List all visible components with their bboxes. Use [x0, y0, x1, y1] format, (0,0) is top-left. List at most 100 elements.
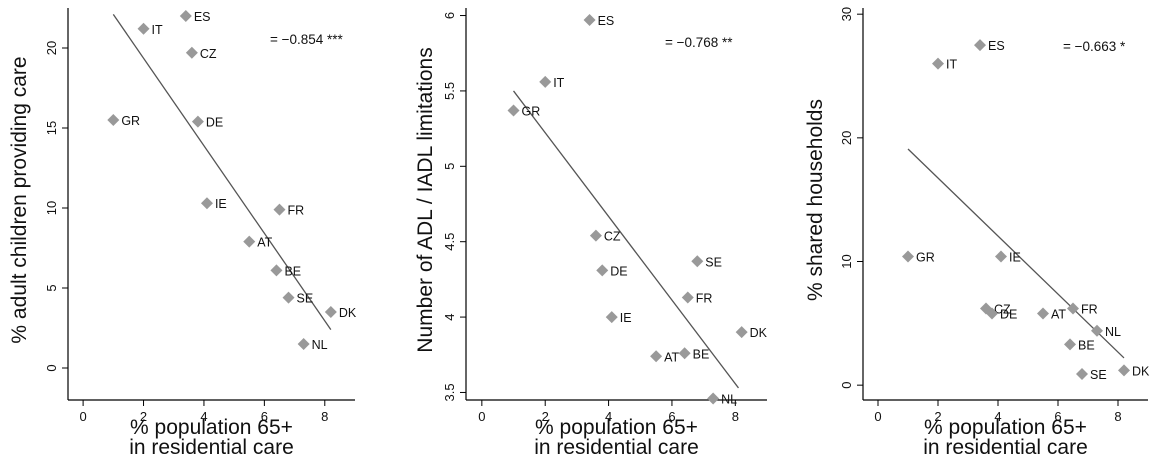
point-label-at: AT — [664, 350, 679, 364]
point-label-fr: FR — [696, 291, 713, 305]
point-label-gr: GR — [522, 105, 541, 119]
y-tick-label: 5.5 — [442, 82, 457, 100]
data-point-es — [179, 10, 192, 22]
data-point-de — [596, 264, 609, 277]
panel-adult-children-care: 0 2 4 6 8 0 5 10 15 20 ES IT CZ GR DE IE FR AT BE SE DK NL = −… — [8, 8, 357, 457]
data-point-ie — [200, 197, 213, 210]
point-label-cz: CZ — [200, 47, 217, 61]
x-tick-label: 8 — [321, 409, 328, 424]
point-label-it: IT — [946, 58, 957, 72]
x-tick-label: 2 — [140, 409, 147, 424]
y-tick-label: 20 — [44, 41, 59, 55]
data-point-be — [1064, 338, 1076, 351]
data-point-fr — [273, 203, 286, 216]
x-tick-label: 0 — [79, 409, 86, 424]
x-tick-label: 0 — [478, 409, 485, 424]
data-point-se — [282, 291, 295, 304]
x-tick-label: 4 — [994, 409, 1001, 424]
point-label-dk: DK — [750, 326, 768, 340]
point-label-se: SE — [705, 255, 722, 269]
point-label-es: ES — [194, 10, 211, 24]
point-label-dk: DK — [339, 306, 357, 320]
y-axis-title: % shared households — [804, 99, 827, 301]
y-tick-label: 30 — [839, 7, 854, 21]
point-label-fr: FR — [1081, 302, 1098, 316]
y-tick-label: 4.5 — [442, 233, 457, 251]
point-label-nl: NL — [1105, 325, 1121, 339]
data-point-at — [650, 350, 663, 363]
data-point-it — [932, 57, 944, 70]
data-point-fr — [681, 291, 694, 304]
x-axis-title-line-1: % population 65+ — [535, 416, 698, 439]
data-point-fr — [1067, 302, 1079, 315]
data-point-es — [583, 14, 596, 27]
point-label-se: SE — [1090, 368, 1107, 382]
panel-shared-households: 0 2 4 6 8 0 10 20 30 ES IT GR IE CZ FR DE AT NL BE DK SE = −0… — [804, 7, 1150, 457]
data-point-se — [1076, 368, 1088, 381]
correlation-annotation: = −0.663 * — [1063, 39, 1126, 54]
data-point-at — [243, 235, 256, 248]
data-point-be — [270, 264, 283, 277]
y-tick-label: 3.5 — [442, 383, 457, 401]
point-label-be: BE — [693, 347, 710, 361]
data-point-cz — [185, 46, 198, 59]
y-axis-title: % adult children providing care — [8, 56, 31, 343]
data-point-es — [974, 39, 986, 52]
y-tick-label: 5 — [442, 163, 457, 170]
data-point-it — [137, 22, 150, 35]
point-label-de: DE — [610, 264, 627, 278]
x-tick-label: 4 — [605, 409, 612, 424]
y-tick-label: 10 — [839, 254, 854, 268]
point-label-dk: DK — [1132, 364, 1150, 378]
point-label-de: DE — [206, 116, 223, 130]
data-point-nl — [707, 392, 720, 405]
x-tick-label: 8 — [1114, 409, 1121, 424]
data-point-nl — [297, 338, 310, 350]
point-label-ie: IE — [1009, 251, 1021, 265]
point-label-it: IT — [553, 76, 564, 90]
data-point-gr — [107, 114, 120, 126]
data-point-gr — [507, 104, 520, 117]
data-point-se — [691, 255, 704, 268]
x-axis-title-line-1: % population 65+ — [924, 416, 1087, 439]
data-point-de — [986, 307, 998, 320]
y-axis-title: Number of ADL / IADL limitations — [414, 47, 437, 352]
x-tick-label: 6 — [668, 409, 675, 424]
data-point-de — [191, 115, 204, 128]
point-label-ie: IE — [215, 197, 227, 211]
point-label-de: DE — [1000, 307, 1017, 321]
data-point-gr — [902, 250, 914, 263]
point-label-be: BE — [1078, 338, 1095, 352]
point-label-nl: NL — [721, 392, 737, 406]
data-point-it — [539, 75, 552, 88]
y-tick-label: 10 — [44, 201, 59, 215]
point-label-fr: FR — [287, 204, 304, 218]
point-label-cz: CZ — [994, 302, 1011, 316]
correlation-annotation: = −0.768 ** — [665, 35, 733, 50]
x-axis-title-line-2: in residential care — [129, 436, 294, 457]
data-point-nl — [1091, 324, 1103, 337]
x-tick-label: 8 — [732, 409, 739, 424]
data-point-cz — [589, 229, 602, 242]
x-tick-label: 0 — [874, 409, 881, 424]
data-point-dk — [1118, 364, 1130, 377]
regression-line — [112, 14, 332, 330]
data-point-be — [678, 347, 691, 360]
point-label-nl: NL — [312, 338, 328, 352]
point-label-it: IT — [152, 23, 163, 37]
y-tick-label: 6 — [442, 12, 457, 19]
data-point-ie — [995, 250, 1007, 263]
point-label-be: BE — [284, 264, 301, 278]
point-label-at: AT — [1051, 307, 1066, 321]
x-axis-title-line-2: in residential care — [534, 436, 699, 457]
x-tick-label: 4 — [200, 409, 207, 424]
x-tick-label: 2 — [542, 409, 549, 424]
panel-adl-iadl-limitations: 0 2 4 6 8 3.5 4 4.5 5 5.5 6 ES IT GR CZ SE DE FR IE DK BE AT N… — [414, 8, 768, 457]
x-tick-label: 6 — [1054, 409, 1061, 424]
data-point-ie — [605, 311, 618, 324]
y-tick-label: 4 — [442, 313, 457, 320]
x-axis-title-line-1: % population 65+ — [130, 416, 293, 439]
x-tick-label: 2 — [934, 409, 941, 424]
point-label-at: AT — [257, 236, 272, 250]
